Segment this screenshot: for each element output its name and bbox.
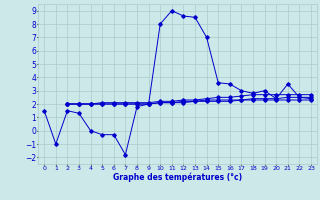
X-axis label: Graphe des températures (°c): Graphe des températures (°c) [113, 172, 242, 182]
